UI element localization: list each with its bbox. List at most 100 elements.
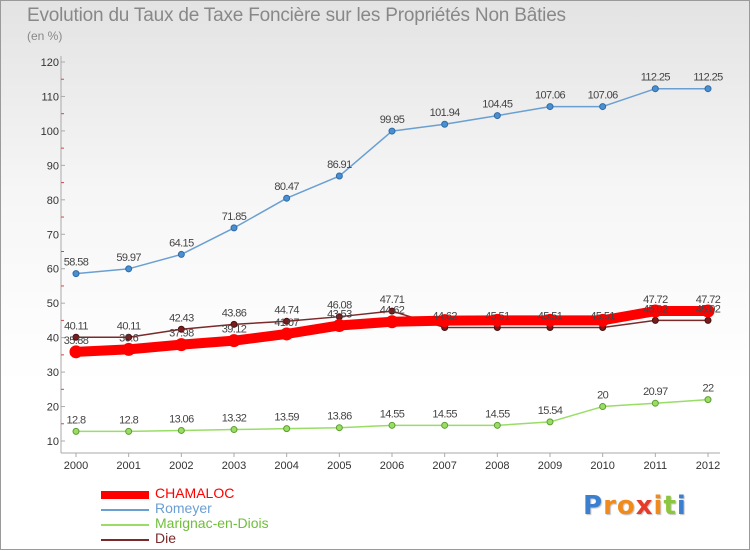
data-label-die: 45.51 xyxy=(538,311,563,323)
data-label-romeyer: 59.97 xyxy=(116,252,141,264)
data-label-chamaloc: 47.72 xyxy=(696,294,721,306)
data-point-marignac xyxy=(283,425,291,433)
data-label-romeyer: 107.06 xyxy=(588,90,619,102)
data-point-romeyer xyxy=(599,103,607,111)
y-tick-label: 40 xyxy=(47,333,59,345)
data-label-marignac: 14.55 xyxy=(485,408,510,420)
data-label-marignac: 12.8 xyxy=(119,414,138,426)
data-point-chamaloc xyxy=(490,313,504,327)
data-label-romeyer: 86.91 xyxy=(327,159,352,171)
data-label-chamaloc: 41.07 xyxy=(274,317,299,329)
data-label-romeyer: 101.94 xyxy=(430,107,461,119)
data-label-die: 45.51 xyxy=(485,311,510,323)
legend-label-chamaloc: CHAMALOC xyxy=(155,485,235,501)
y-tick-label: 50 xyxy=(47,298,59,310)
data-label-romeyer: 104.45 xyxy=(482,99,513,111)
data-point-marignac xyxy=(177,426,185,434)
logo-letter: r xyxy=(603,491,617,521)
logo-letter: i xyxy=(676,491,687,521)
data-point-chamaloc xyxy=(332,318,346,332)
logo-letter: t xyxy=(663,491,677,521)
data-label-die: 44.62 xyxy=(432,311,457,323)
data-point-chamaloc xyxy=(174,338,188,352)
data-point-die xyxy=(72,333,80,341)
data-point-chamaloc xyxy=(385,315,399,329)
y-tick-label: 70 xyxy=(47,229,59,241)
data-label-marignac: 20.97 xyxy=(643,386,668,398)
data-point-marignac xyxy=(441,421,449,429)
data-label-marignac: 15.54 xyxy=(538,405,563,417)
data-point-romeyer xyxy=(335,172,343,180)
data-label-chamaloc: 44.62 xyxy=(380,305,405,317)
data-point-chamaloc xyxy=(701,304,715,318)
legend-swatch-romeyer xyxy=(101,509,149,511)
data-point-marignac xyxy=(651,399,659,407)
data-point-romeyer xyxy=(441,120,449,128)
data-point-die xyxy=(125,333,133,341)
data-point-romeyer xyxy=(125,265,133,273)
data-point-marignac xyxy=(125,427,133,435)
data-point-romeyer xyxy=(546,103,554,111)
data-label-die: 44.74 xyxy=(274,304,299,316)
legend-label-marignac: Marignac-en-Diois xyxy=(155,515,269,531)
data-label-romeyer: 58.58 xyxy=(64,257,89,269)
x-tick-label: 2000 xyxy=(64,460,88,472)
y-tick-label: 20 xyxy=(47,402,59,414)
data-point-marignac xyxy=(546,418,554,426)
data-point-romeyer xyxy=(388,127,396,135)
data-label-die: 47.71 xyxy=(380,294,405,306)
data-label-marignac: 13.32 xyxy=(222,413,247,425)
chart-title: Evolution du Taux de Taxe Foncière sur l… xyxy=(27,5,566,26)
data-point-die xyxy=(704,316,712,324)
data-label-chamaloc: 39.12 xyxy=(222,324,247,336)
data-label-chamaloc: 47.72 xyxy=(643,294,668,306)
data-label-romeyer: 99.95 xyxy=(380,114,405,126)
data-label-die: 40.11 xyxy=(117,320,141,332)
data-point-chamaloc xyxy=(280,327,294,341)
data-label-romeyer: 112.25 xyxy=(641,72,671,84)
logo-letter: i xyxy=(653,491,664,521)
data-point-die xyxy=(283,317,291,325)
data-point-romeyer xyxy=(72,270,80,278)
data-label-die: 45.02 xyxy=(696,303,721,315)
data-point-chamaloc xyxy=(596,313,610,327)
x-tick-label: 2007 xyxy=(432,460,456,472)
data-point-marignac xyxy=(335,424,343,432)
data-point-romeyer xyxy=(651,85,659,93)
data-label-romeyer: 64.15 xyxy=(169,237,194,249)
x-tick-label: 2002 xyxy=(169,460,193,472)
data-label-romeyer: 71.85 xyxy=(222,211,247,223)
x-tick-label: 2012 xyxy=(696,460,720,472)
data-point-die xyxy=(388,307,396,315)
data-point-romeyer xyxy=(230,224,238,232)
data-label-marignac: 14.55 xyxy=(380,408,405,420)
x-tick-label: 2004 xyxy=(274,460,298,472)
data-point-chamaloc xyxy=(543,313,557,327)
data-point-chamaloc xyxy=(69,345,83,359)
data-label-romeyer: 112.25 xyxy=(693,72,723,84)
data-label-die: 46.08 xyxy=(327,300,352,312)
data-label-marignac: 14.55 xyxy=(432,408,457,420)
data-point-marignac xyxy=(72,427,80,435)
data-label-die: 42.43 xyxy=(169,312,194,324)
data-label-marignac: 13.06 xyxy=(169,413,194,425)
data-label-chamaloc: 37.98 xyxy=(169,328,194,340)
data-label-die: 45.51 xyxy=(590,311,615,323)
logo-letter: o xyxy=(616,491,636,521)
y-tick-label: 10 xyxy=(47,436,59,448)
chart-subtitle: (en %) xyxy=(27,29,63,43)
data-label-romeyer: 107.06 xyxy=(535,90,566,102)
data-point-chamaloc xyxy=(438,314,452,328)
data-point-romeyer xyxy=(177,250,185,258)
data-point-chamaloc xyxy=(122,342,136,356)
data-point-marignac xyxy=(388,421,396,429)
data-label-die: 43.86 xyxy=(222,307,247,319)
data-label-marignac: 12.8 xyxy=(66,414,85,426)
logo-letter: x xyxy=(635,491,654,521)
data-label-die: 45.02 xyxy=(643,303,668,315)
data-point-chamaloc xyxy=(227,334,241,348)
y-tick-label: 30 xyxy=(47,367,59,379)
data-point-marignac xyxy=(704,396,712,404)
legend-swatch-die xyxy=(101,539,149,541)
x-tick-label: 2005 xyxy=(327,460,351,472)
